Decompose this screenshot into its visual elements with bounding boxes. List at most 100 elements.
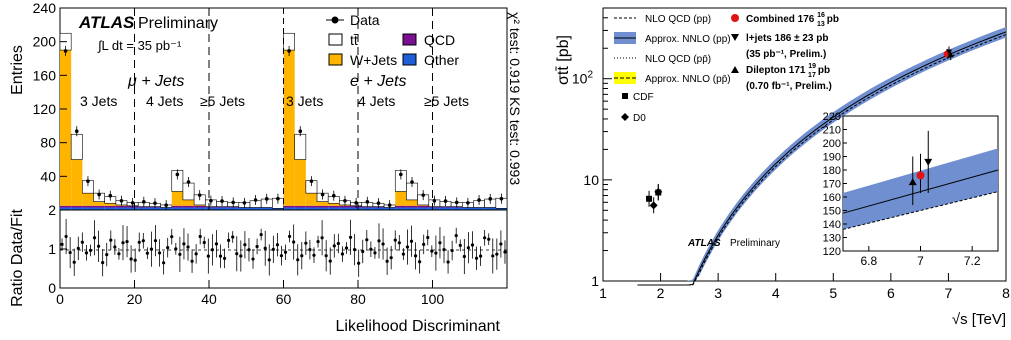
data-point xyxy=(231,200,236,205)
ratio-point xyxy=(247,248,251,252)
data-point xyxy=(410,180,414,184)
inset-combined-point xyxy=(916,171,925,180)
data-point xyxy=(354,201,358,205)
ratio-point xyxy=(397,241,401,245)
other-bar xyxy=(216,207,228,210)
d0-point xyxy=(654,187,663,196)
other-bar xyxy=(495,207,507,210)
ratio-point xyxy=(101,261,105,265)
ratio-point xyxy=(478,254,483,258)
ratio-point xyxy=(458,243,462,247)
legend-d0-marker xyxy=(621,113,629,121)
ratio-point xyxy=(320,236,324,240)
ratio-point xyxy=(503,250,507,254)
other-bar xyxy=(417,207,429,210)
qcd-bar xyxy=(115,205,128,208)
ratio-point xyxy=(279,254,284,258)
wjets-bar xyxy=(104,203,116,206)
left-bottom-panel: 0 1 2 0 20 40 60 80 100 Ratio Data/Fit Likeliho… xyxy=(9,202,508,335)
ratio-point xyxy=(405,245,410,249)
legend-ljets-marker xyxy=(731,34,739,41)
ratio-point xyxy=(442,247,446,252)
xtick-label: 7 xyxy=(945,285,953,301)
inset-nlo-line xyxy=(842,191,999,230)
ratio-point xyxy=(401,252,405,256)
ratio-point xyxy=(466,246,470,250)
left-bottom-xticks: 0 20 40 60 80 100 xyxy=(56,280,444,307)
ratio-point xyxy=(174,247,178,251)
data-point xyxy=(432,198,437,203)
ratio-point xyxy=(68,250,72,255)
jet-bin-label: 3 Jets xyxy=(286,93,323,109)
data-point xyxy=(164,203,168,207)
legend-dilepton-marker xyxy=(731,66,739,73)
ratio-point xyxy=(422,242,426,246)
wjets-bar xyxy=(317,201,329,206)
legend-nlo-pp: NLO QCD (pp) xyxy=(645,14,711,25)
ratio-point xyxy=(239,254,243,258)
left-top-panel: 40 80 120 160 200 240 Entries ATLAS Prelimina… xyxy=(9,0,523,211)
ratio-point xyxy=(190,259,194,263)
ratio-point xyxy=(182,242,186,246)
qcd-bar xyxy=(93,205,105,208)
ratio-point xyxy=(259,233,263,237)
ratio-point xyxy=(149,247,154,251)
left-legend: Data tt̄ QCD W+Jets Other xyxy=(326,12,459,68)
ratio-point xyxy=(312,253,316,257)
cdf-point xyxy=(646,195,653,202)
ratio-point xyxy=(487,237,491,241)
legend-nlo-ppbar: NLO QCD (pp̄) xyxy=(645,54,711,65)
left-top-histogram xyxy=(59,8,508,210)
ytick-label: 80 xyxy=(40,135,56,151)
other-bar xyxy=(484,207,496,210)
other-bar xyxy=(372,207,385,210)
ratio-point xyxy=(446,260,450,264)
xtick-label: 2 xyxy=(657,285,665,301)
xtick-label: 60 xyxy=(276,291,292,307)
data-point xyxy=(242,201,247,205)
inset-ytick-label: 200 xyxy=(823,138,841,150)
wjets-bar xyxy=(93,201,105,206)
legend-wjets-swatch xyxy=(328,53,343,66)
qcd-bar xyxy=(417,205,429,208)
legend-combined: Combined 176 16 13 pb xyxy=(746,12,839,28)
data-point xyxy=(153,201,157,205)
data-point xyxy=(343,198,347,203)
ytick-label: 2 xyxy=(48,202,56,218)
other-bar xyxy=(339,207,351,210)
qcd-bar xyxy=(395,205,407,208)
ratio-point xyxy=(210,248,214,252)
data-point xyxy=(264,197,269,201)
qcd-bar xyxy=(82,205,94,208)
wjets-bar xyxy=(406,199,418,206)
data-point xyxy=(477,198,481,202)
ratio-point xyxy=(361,249,365,254)
jet-bin-label: 3 Jets xyxy=(80,93,117,109)
data-point xyxy=(488,197,493,201)
inset-xtick-label: 7.2 xyxy=(964,254,981,268)
other-bar xyxy=(71,207,83,210)
inset-ljets-point xyxy=(924,158,933,166)
ratio-point xyxy=(251,257,255,261)
other-bar xyxy=(138,207,150,210)
legend-nnlo-pp: Approx. NNLO (pp) xyxy=(645,34,731,45)
other-bar xyxy=(406,207,418,210)
ratio-point xyxy=(137,240,141,244)
ratio-point xyxy=(499,242,503,246)
ytick-label: 10 xyxy=(583,172,599,188)
right-panel: 1 2 3 4 5 6 7 8 1 10 102 σtt̄ [pb] √s [TeV] NLO QC… xyxy=(555,8,1010,328)
qcd-bar xyxy=(104,205,116,208)
other-bar xyxy=(261,207,273,210)
ratio-point xyxy=(336,241,340,246)
right-ylabel: σtt̄ [pb] xyxy=(555,35,572,85)
ratio-point xyxy=(434,251,438,255)
other-bar xyxy=(361,207,373,210)
other-bar xyxy=(115,207,128,210)
ratio-points xyxy=(60,218,507,277)
inset-ytick-label: 180 xyxy=(823,165,841,177)
other-bar xyxy=(227,207,239,210)
ratio-point xyxy=(438,241,442,245)
legend-dilepton-sub: (0.70 fb⁻¹, Prelim.) xyxy=(746,81,832,92)
right-xlabel: √s [TeV] xyxy=(952,311,1006,328)
ratio-point xyxy=(365,238,369,242)
